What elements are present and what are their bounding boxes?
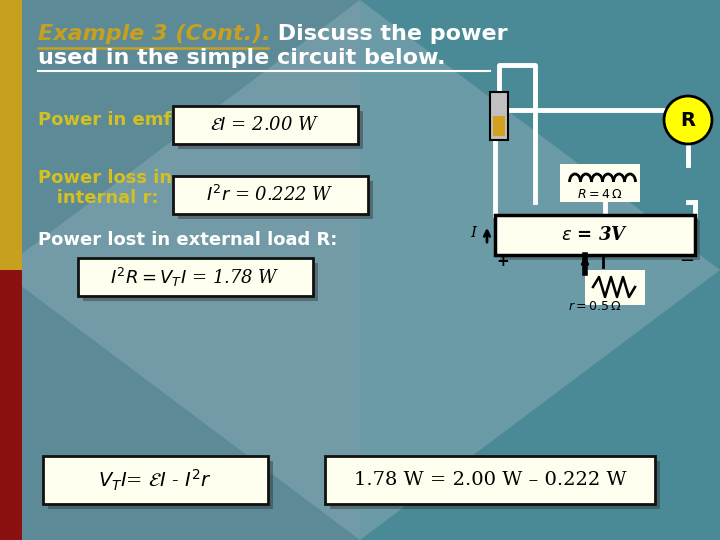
FancyBboxPatch shape — [178, 181, 372, 219]
FancyBboxPatch shape — [330, 461, 660, 509]
FancyBboxPatch shape — [585, 270, 645, 305]
FancyBboxPatch shape — [83, 263, 318, 301]
Bar — [0, 270, 22, 540]
Text: Power loss in: Power loss in — [38, 169, 172, 187]
Text: +: + — [497, 253, 509, 268]
Text: $V_T I$= $\mathcal{E}I$ - $I^2r$: $V_T I$= $\mathcal{E}I$ - $I^2r$ — [99, 468, 212, 492]
Text: internal r:: internal r: — [38, 189, 158, 207]
FancyBboxPatch shape — [325, 456, 655, 504]
Text: $\varepsilon$ = 3V: $\varepsilon$ = 3V — [562, 226, 629, 244]
Bar — [0, 0, 22, 270]
Circle shape — [664, 96, 712, 144]
Text: $I^2r$ = 0.222 W: $I^2r$ = 0.222 W — [206, 185, 334, 205]
FancyBboxPatch shape — [178, 111, 362, 149]
Polygon shape — [360, 0, 720, 540]
Text: $\mathcal{E}I$ = 2.00 W: $\mathcal{E}I$ = 2.00 W — [210, 116, 320, 134]
Polygon shape — [400, 0, 720, 410]
FancyBboxPatch shape — [173, 106, 358, 144]
Text: R: R — [680, 111, 696, 130]
FancyBboxPatch shape — [48, 461, 272, 509]
Polygon shape — [360, 340, 720, 540]
Text: Power in emf:: Power in emf: — [38, 111, 179, 129]
Text: I: I — [470, 226, 476, 240]
Text: Example 3 (Cont.).: Example 3 (Cont.). — [38, 24, 271, 44]
Text: −: − — [680, 252, 695, 270]
FancyBboxPatch shape — [495, 215, 695, 255]
Text: $R = 4\,\Omega$: $R = 4\,\Omega$ — [577, 188, 623, 201]
FancyBboxPatch shape — [173, 176, 367, 214]
FancyBboxPatch shape — [42, 456, 268, 504]
FancyBboxPatch shape — [78, 258, 312, 296]
Text: Power lost in external load R:: Power lost in external load R: — [38, 231, 338, 249]
Text: $r = 0.5\,\Omega$: $r = 0.5\,\Omega$ — [568, 300, 622, 314]
Text: $I^2R = V_T I$ = 1.78 W: $I^2R = V_T I$ = 1.78 W — [110, 266, 280, 288]
Bar — [493, 116, 505, 136]
Text: 1.78 W = 2.00 W – 0.222 W: 1.78 W = 2.00 W – 0.222 W — [354, 471, 626, 489]
Text: used in the simple circuit below.: used in the simple circuit below. — [38, 48, 446, 68]
FancyBboxPatch shape — [500, 220, 700, 260]
Text: Discuss the power: Discuss the power — [270, 24, 508, 44]
Bar — [490, 92, 508, 140]
FancyBboxPatch shape — [560, 164, 640, 202]
